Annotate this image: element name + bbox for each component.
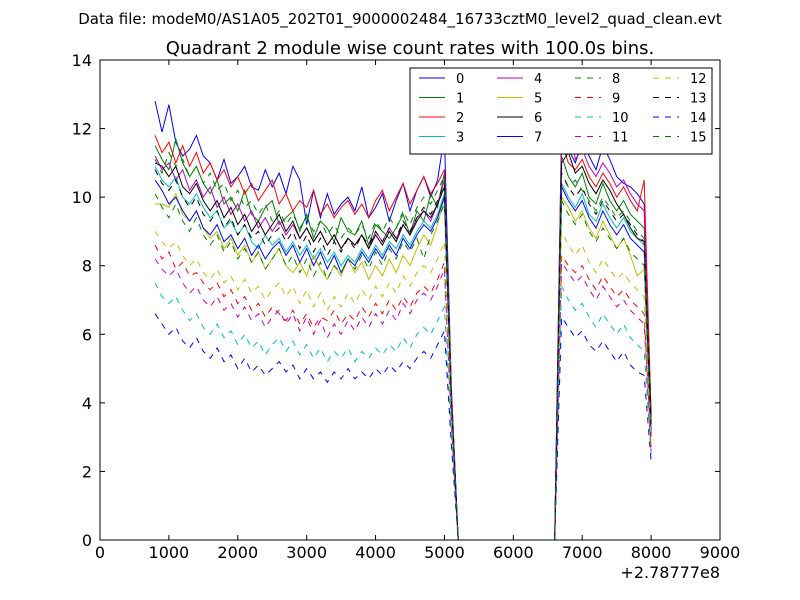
series-line-14 <box>154 313 652 541</box>
series-line-7 <box>154 179 652 541</box>
y-tick-label: 10 <box>72 188 92 207</box>
series-line-12 <box>154 231 652 541</box>
x-tick-label: 4000 <box>355 543 396 562</box>
plot-area <box>154 100 652 541</box>
legend-label-14: 14 <box>690 111 707 126</box>
series-line-15 <box>154 151 652 541</box>
x-tick-label: 2000 <box>217 543 258 562</box>
series-line-11 <box>154 258 652 541</box>
legend-label-3: 3 <box>456 131 464 146</box>
series-line-13 <box>154 169 652 541</box>
series-line-4 <box>154 109 652 541</box>
y-tick-label: 14 <box>72 51 92 70</box>
x-tick-label: 9000 <box>700 543 741 562</box>
legend-label-8: 8 <box>612 72 620 87</box>
legend-label-6: 6 <box>534 111 542 126</box>
x-tick-label: 7000 <box>562 543 603 562</box>
legend-box <box>409 67 713 155</box>
series-line-5 <box>155 192 652 541</box>
x-tick-label: 5000 <box>424 543 465 562</box>
x-tick-label: 6000 <box>493 543 534 562</box>
axes-frame <box>99 59 721 541</box>
x-tick-label: 0 <box>95 543 105 562</box>
y-tick-label: 0 <box>82 531 92 550</box>
series-line-9 <box>154 244 652 541</box>
x-offset-label: +2.78777e8 <box>620 563 720 582</box>
legend-label-15: 15 <box>690 131 707 146</box>
y-tick-label: 4 <box>82 394 92 413</box>
y-tick-label: 2 <box>82 462 92 481</box>
series-line-3 <box>154 166 652 541</box>
legend-label-4: 4 <box>534 72 542 87</box>
y-tick-label: 8 <box>82 257 92 276</box>
x-tick-label: 8000 <box>631 543 672 562</box>
y-tick-label: 6 <box>82 325 92 344</box>
x-tick-label: 3000 <box>286 543 327 562</box>
y-tick-label: 12 <box>72 120 92 139</box>
x-tick-label: 1000 <box>149 543 190 562</box>
series-line-2 <box>154 135 652 541</box>
legend-label-10: 10 <box>612 111 629 126</box>
suptitle: Data file: modeM0/AS1A05_202T01_90000024… <box>78 10 722 29</box>
legend-label-1: 1 <box>456 92 464 107</box>
legend-label-9: 9 <box>612 92 620 107</box>
legend-label-7: 7 <box>534 131 542 146</box>
legend-label-2: 2 <box>456 111 464 126</box>
series-line-1 <box>154 138 652 541</box>
legend-label-11: 11 <box>612 131 629 146</box>
legend-label-12: 12 <box>690 72 707 87</box>
legend-label-13: 13 <box>690 92 707 107</box>
legend-label-5: 5 <box>534 92 542 107</box>
chart-title: Quadrant 2 module wise count rates with … <box>166 38 655 59</box>
legend-label-0: 0 <box>456 72 464 87</box>
axis-ticks: 0 1000 2000 3000 4000 5000 6000 7000 8000 9000 0 2 4… <box>72 51 741 562</box>
series-line-8 <box>154 193 652 541</box>
series-line-10 <box>154 282 652 541</box>
